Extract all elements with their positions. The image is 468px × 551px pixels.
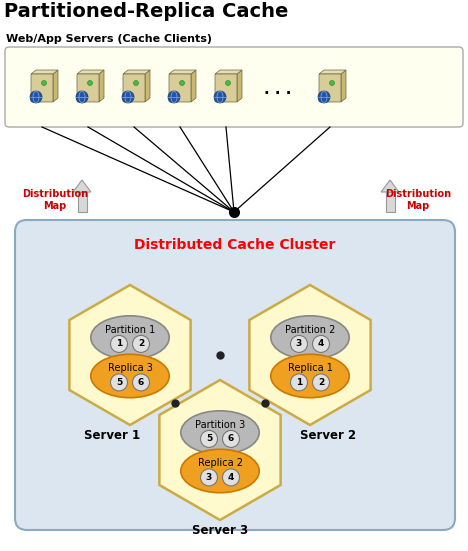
Ellipse shape: [271, 354, 349, 398]
Polygon shape: [215, 70, 242, 74]
Circle shape: [76, 91, 88, 103]
Text: Replica 3: Replica 3: [108, 363, 153, 373]
Polygon shape: [160, 380, 281, 520]
Circle shape: [318, 91, 330, 103]
Text: 1: 1: [296, 378, 302, 387]
Ellipse shape: [181, 449, 259, 493]
Text: 4: 4: [228, 473, 234, 482]
Text: 3: 3: [296, 339, 302, 348]
Text: 5: 5: [206, 434, 212, 444]
Ellipse shape: [271, 316, 349, 359]
Text: Server 2: Server 2: [300, 429, 356, 442]
Circle shape: [110, 336, 127, 353]
Circle shape: [200, 430, 218, 447]
Text: Partition 2: Partition 2: [285, 325, 335, 335]
Circle shape: [122, 91, 134, 103]
Circle shape: [313, 336, 329, 353]
Polygon shape: [249, 285, 371, 425]
Circle shape: [30, 91, 42, 103]
FancyBboxPatch shape: [77, 74, 99, 102]
FancyBboxPatch shape: [169, 74, 191, 102]
FancyBboxPatch shape: [15, 220, 455, 530]
Text: Partition 3: Partition 3: [195, 420, 245, 430]
Circle shape: [200, 469, 218, 486]
Circle shape: [180, 80, 184, 85]
Polygon shape: [78, 192, 87, 212]
Polygon shape: [319, 70, 346, 74]
Circle shape: [226, 80, 231, 85]
Circle shape: [291, 336, 307, 353]
Text: 2: 2: [318, 378, 324, 387]
Polygon shape: [191, 70, 196, 102]
Polygon shape: [69, 285, 190, 425]
Circle shape: [222, 430, 240, 447]
Text: 6: 6: [228, 434, 234, 444]
Text: Server 1: Server 1: [84, 429, 140, 442]
FancyBboxPatch shape: [123, 74, 145, 102]
Circle shape: [42, 80, 46, 85]
Polygon shape: [73, 180, 91, 192]
Circle shape: [222, 469, 240, 486]
FancyBboxPatch shape: [215, 74, 237, 102]
Ellipse shape: [181, 411, 259, 454]
Polygon shape: [386, 192, 395, 212]
Polygon shape: [77, 70, 104, 74]
Circle shape: [214, 91, 226, 103]
Polygon shape: [145, 70, 150, 102]
Ellipse shape: [91, 316, 169, 359]
Circle shape: [291, 374, 307, 391]
Text: 2: 2: [138, 339, 144, 348]
Text: 1: 1: [116, 339, 122, 348]
Ellipse shape: [91, 354, 169, 398]
Text: 5: 5: [116, 378, 122, 387]
Text: 3: 3: [206, 473, 212, 482]
Circle shape: [168, 91, 180, 103]
Circle shape: [132, 336, 149, 353]
Circle shape: [88, 80, 93, 85]
FancyBboxPatch shape: [5, 47, 463, 127]
Circle shape: [110, 374, 127, 391]
Text: Partition 1: Partition 1: [105, 325, 155, 335]
Polygon shape: [237, 70, 242, 102]
Text: Web/App Servers (Cache Clients): Web/App Servers (Cache Clients): [6, 34, 212, 44]
Text: 4: 4: [318, 339, 324, 348]
Polygon shape: [381, 180, 399, 192]
Circle shape: [132, 374, 149, 391]
Text: Replica 1: Replica 1: [287, 363, 332, 373]
Polygon shape: [99, 70, 104, 102]
Text: Distribution
Map: Distribution Map: [385, 189, 451, 211]
Polygon shape: [31, 70, 58, 74]
Text: Partitioned-Replica Cache: Partitioned-Replica Cache: [4, 2, 288, 21]
Text: Replica 2: Replica 2: [197, 458, 242, 468]
Text: Server 3: Server 3: [192, 524, 248, 537]
Text: 6: 6: [138, 378, 144, 387]
Text: Distributed Cache Cluster: Distributed Cache Cluster: [134, 238, 336, 252]
FancyBboxPatch shape: [319, 74, 341, 102]
FancyBboxPatch shape: [31, 74, 53, 102]
Polygon shape: [341, 70, 346, 102]
Polygon shape: [169, 70, 196, 74]
Circle shape: [329, 80, 335, 85]
Text: . . .: . . .: [264, 82, 292, 96]
Circle shape: [313, 374, 329, 391]
Text: Distribution
Map: Distribution Map: [22, 189, 88, 211]
Circle shape: [133, 80, 139, 85]
Polygon shape: [53, 70, 58, 102]
Polygon shape: [123, 70, 150, 74]
